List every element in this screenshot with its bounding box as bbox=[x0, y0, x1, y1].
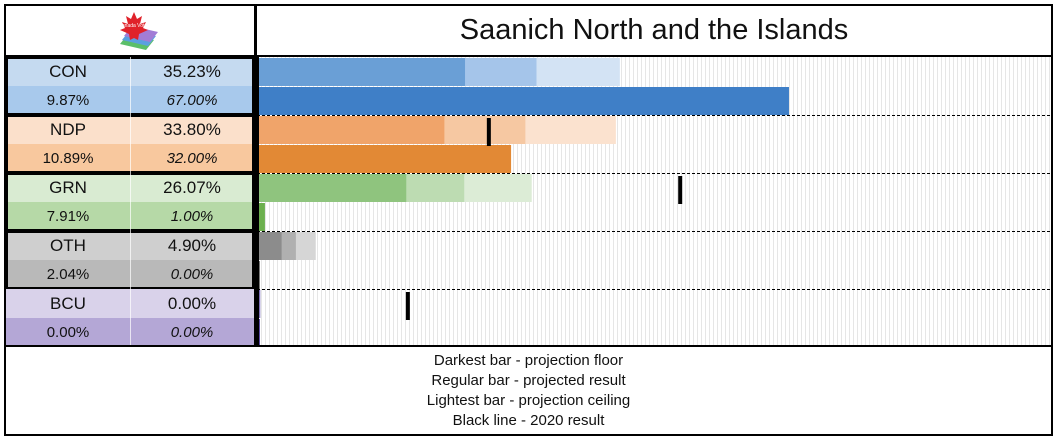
column-separator bbox=[130, 173, 131, 231]
projection-value: 35.23% bbox=[163, 61, 221, 81]
header-divider bbox=[6, 55, 1051, 57]
party-row-grn: GRN 26.07% 7.91% 1.00% bbox=[6, 173, 254, 231]
result-2020-marker-bcu bbox=[405, 292, 410, 320]
floor-bar-ndp bbox=[257, 116, 445, 144]
result-2020-marker-ndp bbox=[486, 118, 491, 146]
projection-value: 4.90% bbox=[167, 235, 217, 255]
legend: Darkest bar - projection floor Regular b… bbox=[6, 345, 1051, 434]
column-separator bbox=[130, 57, 131, 115]
party-name: GRN bbox=[49, 177, 87, 197]
vertical-divider bbox=[254, 6, 257, 345]
column-separator bbox=[130, 115, 131, 173]
previous-value: 10.89% bbox=[42, 150, 94, 167]
maple-leaf-icon: Canada Votes bbox=[118, 12, 158, 50]
win-odds-bar-con bbox=[257, 87, 789, 115]
legend-floor: Darkest bar - projection floor bbox=[433, 351, 624, 369]
legend-ceiling: Lightest bar - projection ceiling bbox=[426, 391, 631, 409]
party-name: NDP bbox=[50, 119, 86, 139]
floor-bar-con bbox=[257, 58, 466, 86]
win-odds-bar-ndp bbox=[257, 145, 512, 173]
previous-value: 0.00% bbox=[46, 324, 90, 341]
party-name: CON bbox=[49, 61, 87, 81]
party-row-ndp: NDP 33.80% 10.89% 32.00% bbox=[6, 115, 254, 173]
column-separator bbox=[130, 289, 131, 347]
floor-bar-oth bbox=[257, 232, 282, 260]
column-separator bbox=[130, 231, 131, 289]
chart-title: Saanich North and the Islands bbox=[459, 14, 849, 46]
legend-regular: Regular bar - projected result bbox=[431, 371, 626, 389]
previous-value: 7.91% bbox=[46, 208, 90, 225]
win-odds-bar-grn bbox=[257, 203, 265, 231]
logo: Canada Votes bbox=[6, 6, 254, 56]
result-2020-marker-grn bbox=[678, 176, 683, 204]
svg-text:Canada Votes: Canada Votes bbox=[118, 23, 150, 29]
party-row-bcu: BCU 0.00% 0.00% 0.00% bbox=[6, 289, 254, 347]
projection-value: 26.07% bbox=[163, 177, 221, 197]
win-odds-value: 67.00% bbox=[166, 92, 218, 109]
win-odds-value: 1.00% bbox=[170, 208, 214, 225]
projection-value: 0.00% bbox=[167, 293, 217, 313]
party-name: OTH bbox=[50, 235, 86, 255]
previous-value: 9.87% bbox=[46, 92, 90, 109]
previous-value: 2.04% bbox=[46, 266, 90, 283]
projection-value: 33.80% bbox=[163, 119, 221, 139]
party-table: CON 35.23% 9.87% 67.00% NDP 33.80% 10.89% 32.00… bbox=[6, 57, 254, 347]
win-odds-value: 32.00% bbox=[166, 150, 218, 167]
party-row-oth: OTH 4.90% 2.04% 0.00% bbox=[6, 231, 254, 289]
plot-area bbox=[257, 57, 1051, 345]
floor-bar-grn bbox=[257, 174, 407, 202]
win-odds-value: 0.00% bbox=[170, 266, 214, 283]
win-odds-value: 0.00% bbox=[170, 324, 214, 341]
party-row-con: CON 35.23% 9.87% 67.00% bbox=[6, 57, 254, 115]
party-name: BCU bbox=[50, 293, 86, 313]
legend-2020: Black line - 2020 result bbox=[452, 411, 605, 429]
